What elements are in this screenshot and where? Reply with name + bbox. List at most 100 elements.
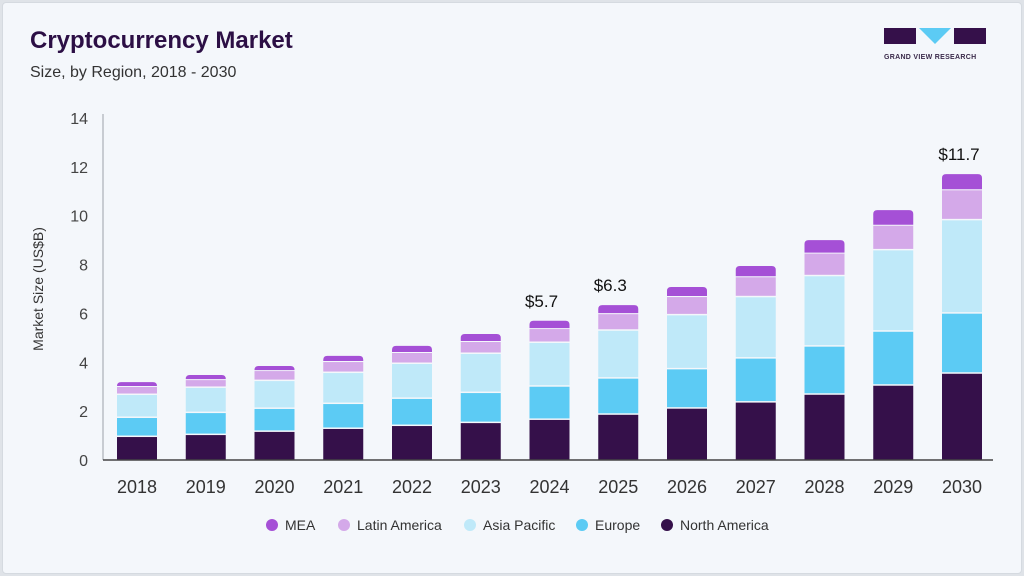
- bar-segment-latin-america: [254, 371, 295, 380]
- bar-segment-europe: [942, 313, 982, 373]
- bar-segment-north-america: [392, 426, 432, 460]
- bar-segment-mea: [942, 174, 982, 190]
- bar-segment-mea: [804, 240, 845, 253]
- bar-segment-asia-pacific: [735, 297, 776, 358]
- x-tick-label: 2030: [942, 477, 982, 497]
- bar-segment-latin-america: [185, 380, 226, 387]
- bar-segment-mea: [598, 305, 639, 314]
- x-tick-label: 2019: [186, 477, 226, 497]
- y-tick-label: 10: [70, 209, 88, 226]
- y-tick-label: 4: [79, 355, 88, 372]
- legend-label: Latin America: [357, 517, 442, 533]
- bar-segment-asia-pacific: [117, 395, 157, 417]
- bar-segment-north-america: [598, 414, 639, 460]
- x-tick-label: 2025: [598, 477, 638, 497]
- bar-segment-europe: [529, 386, 570, 419]
- bar-segment-europe: [185, 413, 226, 434]
- bar-segment-latin-america: [323, 362, 364, 372]
- y-tick-label: 8: [79, 258, 88, 275]
- legend-label: Asia Pacific: [483, 517, 555, 533]
- bar-segment-europe: [254, 408, 295, 431]
- x-tick-label: 2023: [461, 477, 501, 497]
- bar-segment-latin-america: [873, 225, 914, 249]
- x-tick-label: 2021: [323, 477, 363, 497]
- grand-view-research-logo: GRAND VIEW RESEARCH: [884, 28, 986, 61]
- x-tick-label: 2018: [117, 477, 157, 497]
- bar-segment-north-america: [735, 402, 776, 460]
- legend-marker: [266, 519, 278, 531]
- bar-segment-latin-america: [942, 190, 982, 219]
- bar-segment-latin-america: [392, 353, 432, 363]
- bar-segment-north-america: [460, 423, 501, 460]
- chart-title: Cryptocurrency Market: [30, 27, 293, 54]
- bar-segment-europe: [323, 404, 364, 428]
- data-label-total: $11.7: [938, 145, 979, 164]
- y-tick-label: 12: [70, 160, 88, 177]
- bar-segment-latin-america: [598, 314, 639, 330]
- bar-segment-north-america: [873, 385, 914, 460]
- bar-segment-north-america: [529, 419, 570, 460]
- bar-segment-mea: [667, 287, 707, 297]
- bar-segment-asia-pacific: [942, 220, 982, 313]
- bar-segment-europe: [667, 369, 707, 408]
- bar-segment-europe: [460, 393, 501, 422]
- legend-marker: [661, 519, 673, 531]
- bar-segment-latin-america: [529, 329, 570, 342]
- legend-label: Europe: [595, 517, 640, 533]
- bar-segment-asia-pacific: [804, 276, 845, 346]
- bar-segment-north-america: [254, 431, 295, 460]
- bar-segment-north-america: [117, 437, 157, 460]
- logo-text: GRAND VIEW RESEARCH: [884, 54, 977, 61]
- bar-segment-mea: [254, 365, 295, 371]
- x-tick-label: 2029: [873, 477, 913, 497]
- bar-segment-asia-pacific: [873, 250, 914, 331]
- bar-segment-asia-pacific: [598, 330, 639, 378]
- logo-mark: [884, 28, 986, 44]
- bar-segment-asia-pacific: [254, 381, 295, 408]
- bar-segment-latin-america: [735, 277, 776, 296]
- data-label-total: $5.7: [525, 292, 558, 311]
- y-tick-label: 14: [70, 111, 88, 128]
- bar-segment-asia-pacific: [323, 373, 364, 403]
- bar-segment-europe: [804, 346, 845, 394]
- bar-segment-asia-pacific: [667, 315, 707, 368]
- y-tick-label: 2: [79, 404, 88, 421]
- bar-segment-north-america: [667, 408, 707, 460]
- bar-segment-mea: [735, 266, 776, 277]
- bar-segment-latin-america: [117, 386, 157, 394]
- x-tick-label: 2022: [392, 477, 432, 497]
- y-axis-label: Market Size (US$B): [30, 227, 46, 351]
- legend-label: North America: [680, 517, 769, 533]
- bar-segment-mea: [873, 210, 914, 225]
- bar-segment-europe: [873, 331, 914, 385]
- bar-segment-asia-pacific: [185, 387, 226, 412]
- bar-segment-latin-america: [667, 297, 707, 314]
- x-tick-label: 2024: [529, 477, 569, 497]
- bar-segment-mea: [117, 382, 157, 387]
- legend-marker: [576, 519, 588, 531]
- bar-segment-mea: [323, 355, 364, 362]
- x-tick-label: 2028: [804, 477, 844, 497]
- bar-segment-asia-pacific: [529, 342, 570, 386]
- legend-label: MEA: [285, 517, 316, 533]
- data-label-total: $6.3: [594, 276, 627, 295]
- bar-segment-mea: [529, 320, 570, 329]
- bar-segment-mea: [185, 374, 226, 380]
- bar-segment-europe: [598, 378, 639, 414]
- bar-segment-north-america: [942, 373, 982, 460]
- x-tick-label: 2027: [736, 477, 776, 497]
- x-tick-label: 2020: [254, 477, 294, 497]
- bar-segment-mea: [392, 345, 432, 353]
- bar-segment-europe: [392, 398, 432, 425]
- y-tick-label: 0: [79, 453, 88, 470]
- bar-segment-north-america: [185, 435, 226, 460]
- legend-marker: [338, 519, 350, 531]
- bar-segment-europe: [117, 417, 157, 436]
- bar-segment-north-america: [804, 394, 845, 460]
- legend-marker: [464, 519, 476, 531]
- x-tick-label: 2026: [667, 477, 707, 497]
- bar-segment-mea: [460, 333, 501, 342]
- y-tick-label: 6: [79, 306, 88, 323]
